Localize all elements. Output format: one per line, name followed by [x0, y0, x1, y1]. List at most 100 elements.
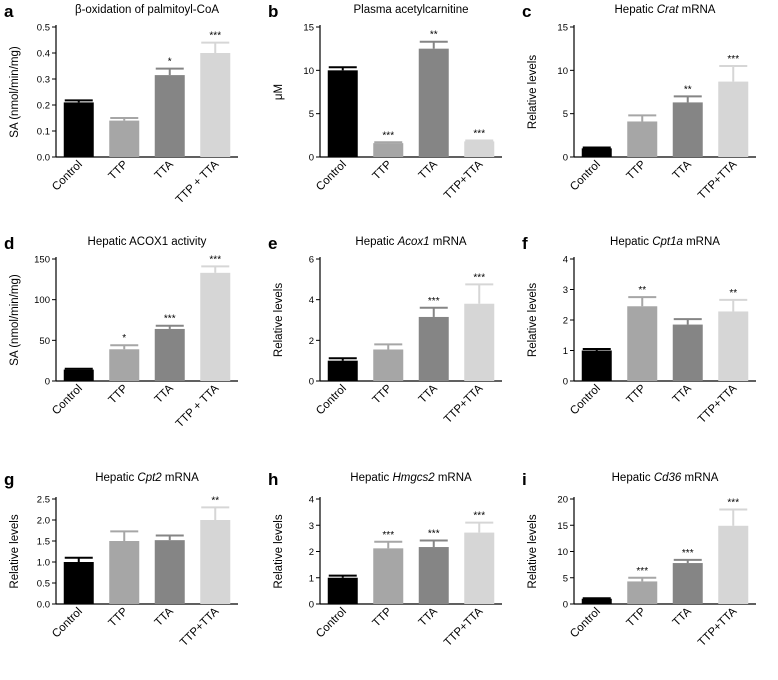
y-tick-label: 0.5	[37, 579, 50, 590]
x-tick-label: TTA	[671, 382, 694, 405]
bar-tta	[154, 540, 185, 604]
panel-g: g Hepatic Cpt2 mRNA 0.0 0.5 1.0 1.5 2.0 2.5 Rela…	[4, 470, 238, 649]
x-tick-label: TTP+TTA	[442, 158, 486, 202]
significance-marker: **	[638, 285, 646, 296]
bar-ttp	[627, 121, 658, 157]
bar-tta	[672, 563, 703, 604]
bar-control	[63, 562, 94, 604]
x-tick-label: TTP	[625, 382, 649, 406]
y-axis-label: Relative levels	[527, 283, 539, 357]
bar-ttp	[373, 548, 404, 604]
x-tick-label: Control	[568, 383, 603, 418]
significance-marker: ***	[382, 530, 394, 541]
bar-tta	[672, 324, 703, 381]
y-tick-label: 0.0	[37, 600, 50, 611]
y-axis-label: Relative levels	[527, 55, 539, 129]
y-tick-label: 5	[563, 109, 568, 120]
y-axis-label: SA (nmol/min/mg)	[9, 46, 21, 138]
y-axis-label: Relative levels	[273, 283, 285, 357]
significance-marker: **	[729, 288, 737, 299]
x-tick-label: TTP+TTA	[442, 605, 486, 649]
x-tick-label: Control	[314, 383, 349, 418]
x-tick-label: Control	[50, 159, 85, 194]
significance-marker: ***	[164, 314, 176, 325]
significance-marker: ***	[636, 566, 648, 577]
bar-ttp	[373, 143, 404, 157]
bar-ttp-tta	[464, 532, 495, 604]
significance-marker: **	[430, 30, 438, 41]
significance-marker: **	[211, 495, 219, 506]
panel-e: e Hepatic Acox1 mRNA 0 2 4 6 Relative levels Co…	[268, 234, 502, 426]
y-tick-label: 0.2	[37, 101, 50, 112]
bar-ttp-tta	[718, 311, 749, 381]
panel-letter: f	[522, 234, 528, 253]
x-tick-label: Control	[568, 159, 603, 194]
significance-marker: ***	[682, 548, 694, 559]
panel-letter: g	[4, 470, 14, 489]
y-tick-label: 10	[303, 66, 314, 77]
y-tick-label: 1	[309, 573, 314, 584]
panel-title: Hepatic Hmgcs2 mRNA	[350, 472, 472, 484]
bar-tta	[154, 328, 185, 381]
y-tick-label: 0	[563, 377, 568, 388]
x-tick-label: TTA	[153, 605, 176, 628]
x-tick-label: TTP	[107, 605, 131, 629]
bar-ttp-tta	[718, 525, 749, 604]
y-tick-label: 2	[309, 336, 314, 347]
panel-letter: a	[4, 2, 14, 21]
bar-control	[63, 369, 94, 381]
y-tick-label: 10	[557, 66, 568, 77]
bar-ttp-tta	[200, 272, 231, 381]
y-axis-label: μM	[273, 84, 285, 100]
x-tick-label: TTP	[371, 605, 395, 629]
x-tick-label: TTA	[153, 382, 176, 405]
x-tick-label: TTP	[625, 605, 649, 629]
y-tick-label: 2.5	[37, 495, 50, 506]
panel-letter: b	[268, 2, 278, 21]
panel-f: f Hepatic Cpt1a mRNA 0 1 2 3 4 Relative levels C…	[522, 234, 756, 426]
panel-title: Hepatic ACOX1 activity	[88, 236, 207, 248]
x-tick-label: TTP+TTA	[696, 382, 740, 426]
y-tick-label: 100	[34, 295, 50, 306]
y-tick-label: 6	[309, 255, 314, 266]
bar-tta	[418, 547, 449, 604]
bar-tta	[418, 316, 449, 381]
significance-marker: ***	[473, 129, 485, 140]
panel-title: Plasma acetylcarnitine	[353, 4, 468, 16]
x-tick-label: TTP	[625, 158, 649, 182]
y-tick-label: 10	[557, 547, 568, 558]
y-tick-label: 3	[309, 521, 314, 532]
panel-a: a β-oxidation of palmitoyl-CoA 0.0 0.1 0.2 0.…	[4, 2, 238, 206]
significance-marker: **	[684, 84, 692, 95]
x-tick-label: TTP+TTA	[696, 605, 740, 649]
y-tick-label: 5	[563, 573, 568, 584]
x-tick-label: TTA	[153, 158, 176, 181]
panel-h: h Hepatic Hmgcs2 mRNA 0 1 2 3 4 Relative levels…	[268, 470, 502, 649]
significance-marker: ***	[209, 254, 221, 265]
x-tick-label: TTP + TTA	[174, 382, 222, 430]
panel-c: c Hepatic Crat mRNA 0 5 10 15 Relative levels C…	[522, 2, 756, 202]
y-tick-label: 0	[309, 153, 314, 164]
bar-ttp	[109, 541, 140, 604]
bar-control	[581, 598, 612, 604]
bar-ttp	[627, 581, 658, 604]
x-tick-label: TTP + TTA	[174, 158, 222, 206]
bar-ttp-tta	[464, 141, 495, 157]
panel-letter: i	[522, 470, 527, 489]
y-tick-label: 0	[309, 377, 314, 388]
x-tick-label: TTA	[417, 158, 440, 181]
significance-marker: ***	[428, 528, 440, 539]
y-tick-label: 20	[557, 495, 568, 506]
y-tick-label: 0	[309, 600, 314, 611]
y-tick-label: 0	[563, 600, 568, 611]
bar-tta	[672, 102, 703, 157]
significance-marker: ***	[209, 31, 221, 42]
bar-control	[327, 70, 358, 157]
panel-title: Hepatic Cpt1a mRNA	[610, 236, 720, 248]
x-tick-label: TTP+TTA	[178, 605, 222, 649]
panel-letter: d	[4, 234, 14, 253]
x-tick-label: TTP	[371, 158, 395, 182]
panel-title: Hepatic Cd36 mRNA	[612, 472, 719, 484]
y-tick-label: 50	[39, 336, 50, 347]
